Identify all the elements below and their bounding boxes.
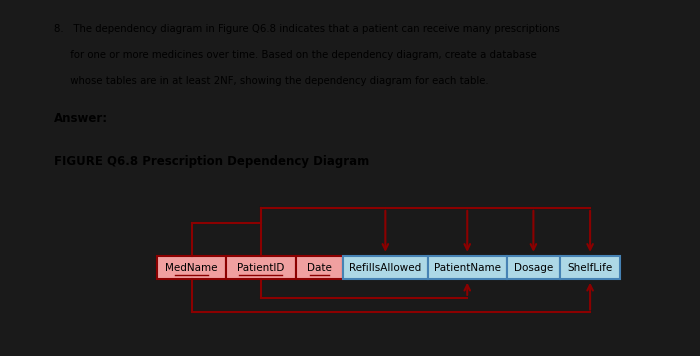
Text: Answer:: Answer:: [54, 112, 108, 126]
FancyBboxPatch shape: [157, 256, 226, 279]
Text: Date: Date: [307, 262, 332, 272]
FancyBboxPatch shape: [507, 256, 560, 279]
FancyBboxPatch shape: [295, 256, 343, 279]
FancyBboxPatch shape: [428, 256, 507, 279]
Text: ShelfLife: ShelfLife: [568, 262, 612, 272]
Text: RefillsAllowed: RefillsAllowed: [349, 262, 421, 272]
Text: MedName: MedName: [165, 262, 218, 272]
Text: PatientName: PatientName: [434, 262, 500, 272]
Text: whose tables are in at least 2NF, showing the dependency diagram for each table.: whose tables are in at least 2NF, showin…: [54, 77, 489, 87]
FancyBboxPatch shape: [343, 256, 428, 279]
FancyBboxPatch shape: [226, 256, 295, 279]
Text: PatientID: PatientID: [237, 262, 285, 272]
Text: FIGURE Q6.8 Prescription Dependency Diagram: FIGURE Q6.8 Prescription Dependency Diag…: [54, 155, 369, 168]
Text: Dosage: Dosage: [514, 262, 553, 272]
FancyBboxPatch shape: [560, 256, 620, 279]
Text: 8.   The dependency diagram in Figure Q6.8 indicates that a patient can receive : 8. The dependency diagram in Figure Q6.8…: [54, 24, 559, 34]
Text: for one or more medicines over time. Based on the dependency diagram, create a d: for one or more medicines over time. Bas…: [54, 50, 536, 60]
